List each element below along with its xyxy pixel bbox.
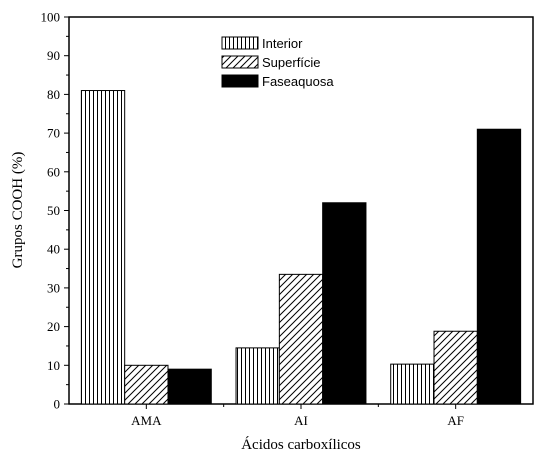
legend-swatch: [221, 55, 259, 69]
bar-faseaquosa-ama: [167, 368, 212, 405]
y-axis: 0 10 20 30 40 50 60 70 80 90 100: [41, 10, 69, 412]
y-tick-label: 60: [47, 164, 60, 179]
x-tick-label: AMA: [131, 413, 162, 428]
x-axis-title: Ácidos carboxílicos: [241, 436, 361, 453]
bar-superf-cie-af: [433, 330, 478, 405]
y-tick-label: 100: [41, 10, 61, 25]
y-tick-label: 50: [47, 203, 60, 218]
bar-series-group: [80, 90, 522, 405]
legend-label: Interior: [262, 36, 303, 51]
y-tick-label: 90: [47, 48, 60, 63]
bar-superf-cie-ai: [278, 273, 324, 405]
legend-label: Superfície: [262, 55, 321, 70]
bar-interior-ama: [80, 90, 126, 405]
legend-swatch: [221, 36, 259, 50]
y-tick-label: 10: [47, 358, 60, 373]
x-tick-label: AF: [447, 413, 464, 428]
x-tick-label: AI: [294, 413, 308, 428]
bar-faseaquosa-af: [476, 128, 522, 405]
y-tick-label: 40: [47, 242, 60, 257]
y-tick-label: 70: [47, 126, 60, 141]
bar-interior-af: [390, 363, 435, 405]
x-axis: AMA AI AF: [131, 404, 464, 428]
bar-superf-cie-ama: [124, 364, 169, 405]
legend-label: Faseaquosa: [262, 74, 334, 89]
bar-faseaquosa-ai: [322, 202, 367, 405]
y-tick-label: 20: [47, 319, 60, 334]
y-axis-title: Grupos COOH (%): [10, 152, 26, 269]
y-tick-label: 30: [47, 280, 60, 295]
y-tick-label: 0: [54, 397, 61, 412]
y-tick-label: 80: [47, 87, 60, 102]
bar-interior-ai: [235, 347, 280, 405]
legend: Interior Superfície Faseaquosa: [221, 36, 334, 89]
legend-swatch: [221, 74, 259, 88]
